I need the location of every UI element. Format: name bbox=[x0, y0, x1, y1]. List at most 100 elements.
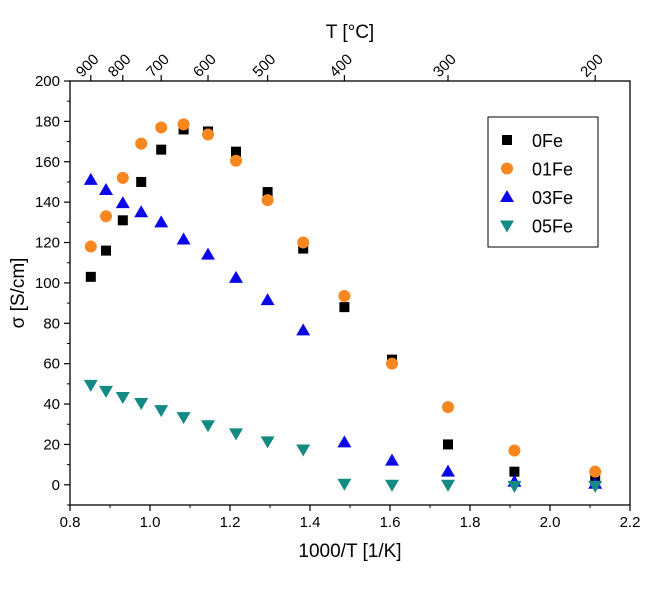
top-axis-title: T [°C] bbox=[326, 22, 374, 43]
data-point-0Fe bbox=[443, 439, 453, 450]
legend-marker-01Fe bbox=[501, 162, 513, 175]
x-tick-label: 1.6 bbox=[380, 514, 401, 531]
legend-label-01Fe: 01Fe bbox=[532, 160, 573, 180]
data-point-0Fe bbox=[231, 146, 241, 157]
series-03Fe bbox=[83, 172, 603, 489]
y-tick-label: 120 bbox=[35, 235, 60, 252]
data-point-05Fe bbox=[385, 479, 399, 492]
legend-marker-03Fe bbox=[500, 190, 514, 202]
data-point-01Fe bbox=[338, 290, 351, 303]
top-tick-label: 200 bbox=[577, 51, 607, 81]
data-point-05Fe bbox=[296, 444, 311, 457]
data-point-03Fe bbox=[176, 232, 191, 245]
bottom-axis: 0.8 1.0 1.2 1.4 1.6 1.8 2.0 2.2 bbox=[60, 505, 641, 531]
data-point-01Fe bbox=[442, 401, 454, 414]
x-tick-label: 1.2 bbox=[220, 514, 241, 531]
data-point-0Fe bbox=[262, 187, 273, 198]
data-point-0Fe bbox=[339, 302, 350, 313]
top-tick-label: 500 bbox=[250, 51, 280, 81]
legend-marker-0Fe bbox=[502, 135, 512, 145]
y-tick-label: 200 bbox=[35, 73, 60, 90]
data-point-01Fe bbox=[297, 236, 310, 249]
top-tick-label: 900 bbox=[73, 51, 103, 81]
data-point-03Fe bbox=[385, 453, 399, 466]
legend-marker-05Fe bbox=[500, 220, 514, 233]
y-tick-label: 100 bbox=[35, 275, 60, 292]
data-point-01Fe bbox=[508, 444, 521, 457]
data-point-03Fe bbox=[201, 247, 215, 260]
data-point-05Fe bbox=[83, 379, 98, 392]
data-point-05Fe bbox=[134, 398, 149, 411]
top-tick-label: 600 bbox=[190, 51, 220, 81]
top-tick-label: 700 bbox=[143, 51, 173, 81]
data-point-03Fe bbox=[115, 196, 130, 209]
y-tick-label: 60 bbox=[43, 356, 60, 373]
data-point-05Fe bbox=[176, 412, 191, 425]
data-point-01Fe bbox=[135, 137, 148, 150]
data-point-0Fe bbox=[509, 466, 520, 477]
data-point-03Fe bbox=[83, 172, 98, 185]
series-05Fe bbox=[83, 379, 603, 493]
data-point-01Fe bbox=[386, 357, 398, 370]
data-point-0Fe bbox=[156, 144, 167, 155]
x-tick-label: 2.0 bbox=[540, 514, 561, 531]
data-point-05Fe bbox=[229, 428, 243, 441]
y-tick-label: 160 bbox=[35, 154, 60, 171]
x-tick-label: 1.4 bbox=[300, 514, 321, 531]
top-tick-label: 800 bbox=[105, 51, 135, 81]
data-point-01Fe bbox=[155, 121, 168, 134]
x-tick-label: 1.0 bbox=[140, 514, 161, 531]
data-point-05Fe bbox=[115, 391, 130, 404]
y-tick-label: 40 bbox=[43, 396, 60, 413]
legend-label-03Fe: 03Fe bbox=[532, 188, 573, 208]
data-point-03Fe bbox=[441, 464, 455, 477]
data-point-03Fe bbox=[154, 215, 169, 228]
y-tick-label: 140 bbox=[35, 194, 60, 211]
data-point-0Fe bbox=[117, 215, 128, 226]
data-point-03Fe bbox=[134, 205, 149, 218]
y-tick-label: 0 bbox=[52, 477, 60, 494]
data-point-01Fe bbox=[589, 465, 602, 478]
y-tick-label: 80 bbox=[43, 315, 60, 332]
data-point-05Fe bbox=[337, 478, 352, 491]
data-point-03Fe bbox=[296, 323, 311, 336]
data-point-01Fe bbox=[84, 240, 97, 253]
y-axis-title: σ [S/cm] bbox=[8, 258, 29, 329]
data-point-03Fe bbox=[229, 270, 243, 283]
left-axis: 0 20 40 60 80 100 120 140 160 180 200 bbox=[35, 73, 70, 506]
data-point-0Fe bbox=[85, 271, 96, 282]
data-point-05Fe bbox=[99, 385, 113, 398]
series-01Fe bbox=[84, 118, 602, 478]
data-point-05Fe bbox=[201, 420, 215, 433]
legend-label-05Fe: 05Fe bbox=[532, 217, 573, 237]
x-tick-label: 0.8 bbox=[60, 514, 81, 531]
data-point-01Fe bbox=[261, 194, 274, 207]
data-point-0Fe bbox=[298, 243, 309, 254]
data-point-05Fe bbox=[507, 480, 522, 493]
data-point-01Fe bbox=[202, 128, 214, 141]
legend: 0Fe 01Fe 03Fe 05Fe bbox=[487, 116, 599, 248]
y-tick-label: 180 bbox=[35, 113, 60, 130]
data-point-01Fe bbox=[177, 118, 190, 131]
data-point-03Fe bbox=[337, 435, 352, 448]
data-point-03Fe bbox=[99, 183, 113, 196]
series-layer bbox=[83, 118, 603, 493]
data-point-05Fe bbox=[260, 436, 275, 449]
top-tick-label: 400 bbox=[326, 51, 356, 81]
data-point-01Fe bbox=[100, 210, 112, 223]
data-point-05Fe bbox=[588, 480, 603, 493]
top-tick-label: 300 bbox=[430, 51, 460, 81]
legend-label-0Fe: 0Fe bbox=[532, 131, 563, 151]
data-point-01Fe bbox=[230, 154, 242, 167]
data-point-01Fe bbox=[116, 171, 129, 184]
data-point-05Fe bbox=[154, 405, 169, 418]
x-tick-label: 2.2 bbox=[620, 514, 641, 531]
y-tick-label: 20 bbox=[43, 436, 60, 453]
data-point-03Fe bbox=[260, 293, 275, 306]
data-point-05Fe bbox=[441, 479, 455, 492]
x-axis-title: 1000/T [1/K] bbox=[298, 541, 401, 562]
x-tick-label: 1.8 bbox=[460, 514, 481, 531]
top-axis: 900 800 700 600 500 400 300 200 bbox=[73, 51, 607, 81]
